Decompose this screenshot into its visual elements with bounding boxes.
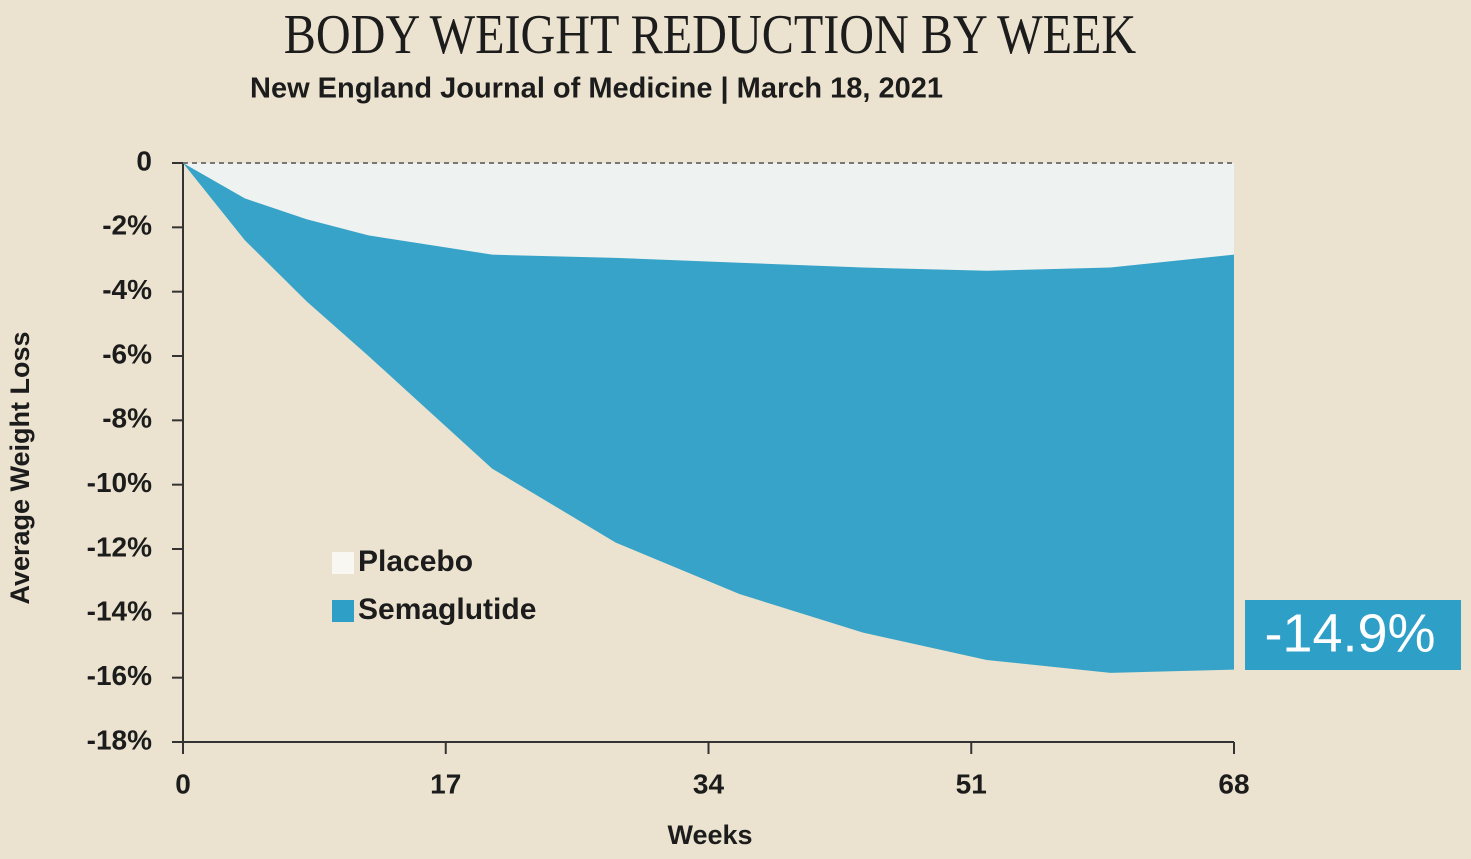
y-tick-label: -14% — [87, 596, 152, 627]
y-tick-label: -18% — [87, 724, 152, 755]
y-tick-label: 0 — [136, 145, 152, 176]
y-tick-label: -12% — [87, 531, 152, 562]
area — [183, 163, 1234, 673]
y-tick-label: -2% — [102, 210, 152, 241]
y-axis-title: Average Weight Loss — [5, 331, 35, 604]
legend-swatch — [332, 600, 354, 622]
x-axis-title: Weeks — [667, 820, 752, 850]
y-tick-label: -10% — [87, 467, 152, 498]
chart-title: BODY WEIGHT REDUCTION BY WEEK — [284, 4, 1137, 66]
chart-subtitle: New England Journal of Medicine | March … — [250, 73, 943, 105]
x-tick-label: 68 — [1218, 768, 1249, 799]
y-tick-label: -6% — [102, 338, 152, 369]
y-tick-label: -16% — [87, 660, 152, 691]
legend-label: Semaglutide — [358, 593, 536, 626]
annotation-box — [1245, 600, 1461, 670]
legend-label: Placebo — [358, 545, 473, 578]
y-tick-label: -8% — [102, 403, 152, 434]
x-tick-label: 34 — [693, 768, 725, 799]
x-tick-label: 17 — [430, 768, 461, 799]
x-tick-label: 51 — [956, 768, 987, 799]
x-tick-label: 0 — [175, 768, 191, 799]
annotation: -14.9% — [1264, 603, 1435, 663]
y-tick-label: -4% — [102, 274, 152, 305]
area — [183, 163, 1234, 271]
legend-swatch — [332, 552, 354, 574]
